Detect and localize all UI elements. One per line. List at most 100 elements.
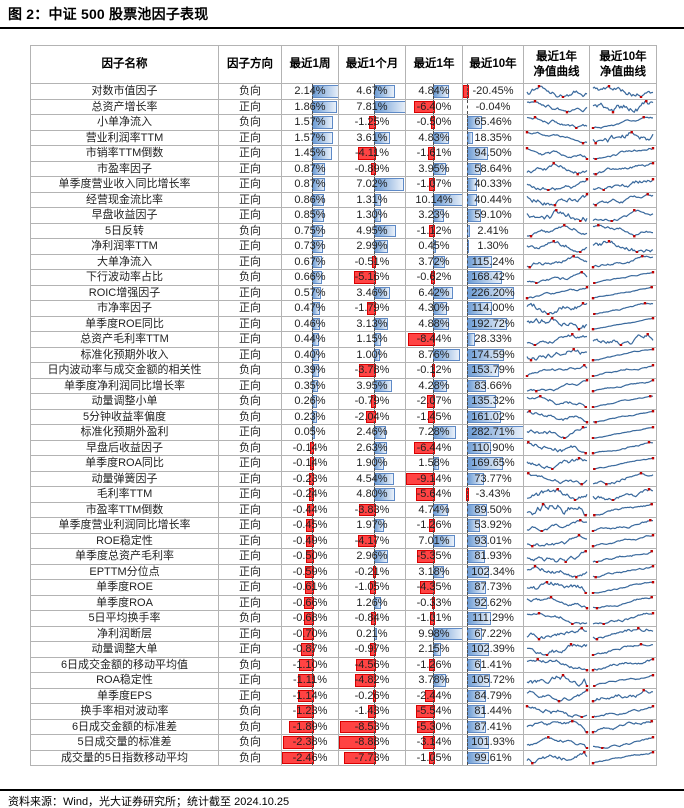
value-text: 1.00% — [356, 348, 388, 361]
y1-value-cell: 3.78% — [405, 672, 463, 689]
w1-value-cell: 0.75% — [281, 222, 339, 239]
m1-value-cell: 2.63% — [338, 439, 406, 456]
zero-axis-line — [467, 533, 469, 548]
m1-value-cell: 3.13% — [338, 315, 406, 332]
zero-axis-line — [311, 378, 313, 393]
value-text: -4.11% — [354, 147, 390, 159]
m1-value-cell: -4.56% — [338, 656, 406, 673]
sparkline-extreme-marker — [650, 720, 653, 723]
negative-data-bar — [357, 534, 377, 547]
zero-axis-line — [467, 99, 469, 114]
nav-curve-1y-cell — [523, 129, 590, 146]
value-text: -8.53% — [354, 720, 390, 733]
factor-direction-cell: 正向 — [218, 501, 282, 518]
factor-direction-cell: 负向 — [218, 222, 282, 239]
zero-axis-line — [467, 270, 469, 285]
nav-curve-sparkline — [591, 255, 654, 269]
zero-axis-line — [467, 673, 469, 688]
m1-value-cell: -1.43% — [338, 703, 406, 720]
value-text: 67.22% — [474, 627, 512, 640]
table-row: 5日平均换手率 负向 -0.68% -0.84% -1.01% 111.29% — [30, 610, 657, 627]
sparkline-extreme-marker — [593, 312, 596, 315]
zero-axis-line — [467, 409, 469, 424]
value-text: -0.62% — [416, 271, 452, 283]
zero-axis-line — [374, 518, 376, 533]
sparkline-extreme-marker — [591, 731, 595, 734]
nav-curve-1y-cell — [523, 672, 590, 689]
nav-curve-sparkline — [592, 472, 654, 486]
negative-data-bar — [355, 674, 377, 687]
sparkline-extreme-marker — [554, 208, 557, 211]
m1-value-cell: 4.80% — [338, 486, 406, 503]
zero-axis-line — [467, 564, 469, 579]
w1-value-cell: 0.87% — [281, 160, 339, 177]
zero-axis-line — [374, 595, 376, 610]
negative-data-bar — [306, 503, 314, 516]
sparkline-extreme-marker — [533, 343, 536, 346]
m1-value-cell: -2.04% — [338, 408, 406, 425]
sparkline-extreme-marker — [611, 498, 615, 501]
nav-curve-10y-cell — [589, 563, 657, 580]
value-text: 0.21% — [356, 627, 388, 640]
nav-curve-sparkline — [592, 503, 653, 517]
sparkline-extreme-marker — [641, 255, 644, 258]
y10-value-cell: 169.65% — [462, 455, 524, 472]
nav-curve-10y-cell — [589, 501, 657, 518]
y10-value-cell: 83.66% — [462, 377, 524, 394]
value-text: -0.68% — [292, 612, 328, 624]
y1-value-cell: 4.83% — [405, 129, 463, 146]
w1-value-cell: -1.14% — [281, 687, 339, 704]
w1-value-cell: 1.45% — [281, 145, 339, 162]
zero-axis-line — [374, 285, 376, 300]
value-text: -7.73% — [354, 751, 390, 764]
value-text: 2.63% — [356, 441, 388, 454]
nav-curve-1y-cell — [523, 83, 590, 100]
nav-curve-sparkline — [526, 720, 588, 734]
y1-value-cell: 6.42% — [405, 284, 463, 301]
factor-direction-cell: 正向 — [218, 424, 282, 441]
y1-value-cell: -1.01% — [405, 610, 463, 627]
nav-curve-sparkline — [525, 286, 588, 300]
figure-title: 图 2：中证 500 股票池因子表现 — [8, 6, 209, 22]
negative-data-bar — [340, 720, 377, 733]
nav-curve-sparkline — [525, 84, 587, 98]
nav-curve-sparkline — [526, 379, 588, 393]
nav-curve-sparkline — [591, 394, 653, 408]
value-text: -1.43% — [354, 705, 390, 717]
sparkline-extreme-marker — [591, 374, 595, 377]
y1-value-cell: 7.01% — [405, 532, 463, 549]
y10-value-cell: 135.32% — [462, 393, 524, 410]
zero-axis-line — [432, 84, 434, 99]
nav-curve-sparkline — [593, 735, 655, 749]
zero-axis-line — [432, 425, 434, 440]
sparkline-extreme-marker — [550, 317, 553, 320]
negative-data-bar — [426, 395, 435, 408]
zero-axis-line — [311, 130, 313, 145]
zero-axis-line — [467, 316, 469, 331]
m1-value-cell: -4.82% — [338, 672, 406, 689]
nav-curve-10y-cell — [589, 672, 657, 689]
negative-data-bar — [370, 643, 377, 656]
y1-value-cell: -5.30% — [405, 718, 463, 735]
nav-curve-sparkline — [526, 115, 587, 129]
negative-data-bar — [419, 581, 435, 594]
nav-curve-1y-cell — [523, 734, 590, 751]
zero-axis-line — [432, 363, 434, 378]
zero-axis-line — [432, 347, 434, 362]
factor-name-cell: 市盈率因子 — [30, 160, 219, 177]
zero-axis-line — [374, 719, 376, 734]
value-text: -0.79% — [354, 395, 390, 407]
value-text: -1.25% — [354, 116, 390, 128]
negative-data-bar — [303, 612, 314, 625]
value-text: 2.14% — [294, 85, 326, 97]
nav-curve-sparkline — [591, 658, 655, 672]
value-text: 0.23% — [294, 410, 326, 423]
sparkline-extreme-marker — [650, 596, 653, 599]
zero-axis-line — [432, 735, 434, 750]
value-text: 6.42% — [418, 286, 450, 299]
sparkline-extreme-marker — [602, 188, 605, 191]
zero-axis-line — [311, 642, 313, 657]
nav-curve-sparkline — [591, 580, 655, 594]
sparkline-extreme-marker — [533, 565, 536, 568]
table-row: 6日成交金额的标准差 负向 -1.89% -8.53% -5.30% 87.41% — [30, 718, 657, 735]
